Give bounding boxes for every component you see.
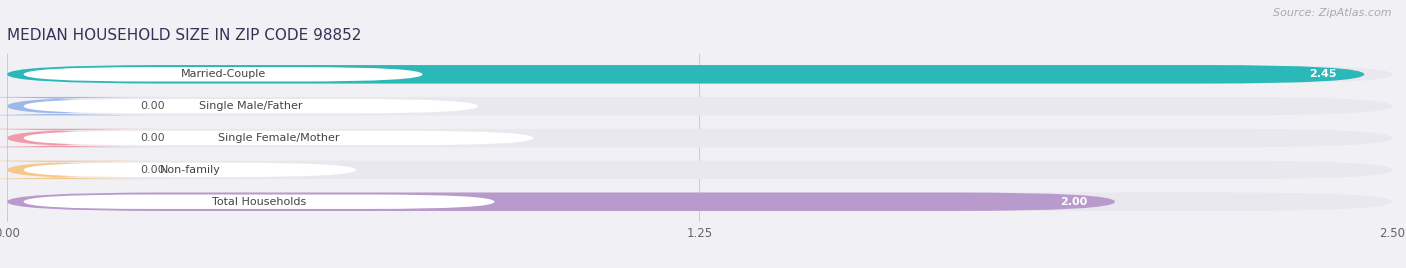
Text: 0.00: 0.00 [141, 165, 165, 175]
FancyBboxPatch shape [7, 129, 1392, 147]
FancyBboxPatch shape [7, 192, 1115, 211]
Text: Total Households: Total Households [212, 197, 307, 207]
Text: 2.45: 2.45 [1309, 69, 1337, 79]
Text: 0.00: 0.00 [141, 133, 165, 143]
FancyBboxPatch shape [24, 131, 533, 145]
Text: Non-family: Non-family [159, 165, 221, 175]
Text: Source: ZipAtlas.com: Source: ZipAtlas.com [1274, 8, 1392, 18]
FancyBboxPatch shape [24, 67, 423, 81]
FancyBboxPatch shape [24, 195, 495, 209]
Text: Single Female/Mother: Single Female/Mother [218, 133, 339, 143]
Text: 0.00: 0.00 [141, 101, 165, 111]
FancyBboxPatch shape [0, 129, 167, 147]
FancyBboxPatch shape [24, 99, 478, 113]
FancyBboxPatch shape [0, 97, 167, 116]
FancyBboxPatch shape [7, 161, 1392, 179]
Text: 2.00: 2.00 [1060, 197, 1087, 207]
Text: MEDIAN HOUSEHOLD SIZE IN ZIP CODE 98852: MEDIAN HOUSEHOLD SIZE IN ZIP CODE 98852 [7, 28, 361, 43]
FancyBboxPatch shape [0, 161, 167, 179]
FancyBboxPatch shape [24, 163, 356, 177]
FancyBboxPatch shape [7, 65, 1392, 84]
FancyBboxPatch shape [7, 65, 1364, 84]
FancyBboxPatch shape [7, 97, 1392, 116]
Text: Single Male/Father: Single Male/Father [200, 101, 302, 111]
FancyBboxPatch shape [7, 192, 1392, 211]
Text: Married-Couple: Married-Couple [180, 69, 266, 79]
